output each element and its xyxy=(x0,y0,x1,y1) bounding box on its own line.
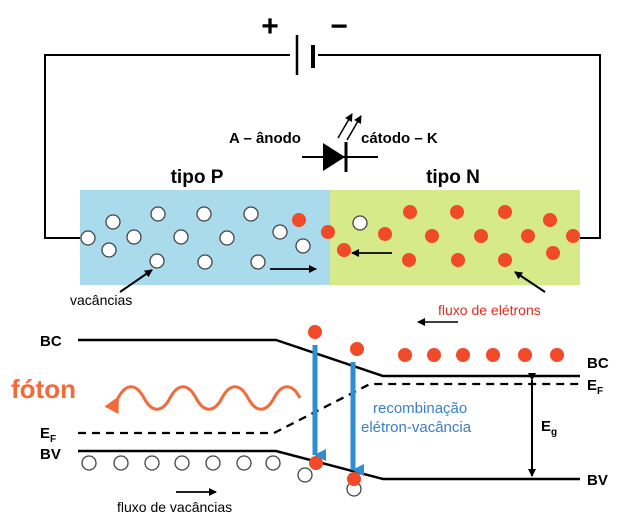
bv-left-label: BV xyxy=(40,446,61,463)
electron-flow-label: fluxo de elétrons xyxy=(438,302,541,318)
ef-left-label: EF xyxy=(40,425,56,445)
recombination-label-line1: recombinação xyxy=(373,400,467,417)
electron-pointer-arrow xyxy=(514,271,546,293)
vacancy-pointer-arrow xyxy=(119,269,153,293)
holes-p-region xyxy=(80,206,368,270)
battery-minus: − xyxy=(330,10,348,43)
valence-holes xyxy=(81,455,362,497)
light-arrow-1 xyxy=(337,113,353,139)
bc-right-label: BC xyxy=(587,355,609,372)
hole-flow-label: fluxo de vacâncias xyxy=(117,499,232,515)
vacancies-label: vacâncias xyxy=(70,292,132,308)
n-type-label: tipo N xyxy=(426,167,480,188)
n-region xyxy=(330,190,580,285)
bv-right-label: BV xyxy=(587,472,608,489)
recombination-label-line2: elétron-vacância xyxy=(361,419,472,436)
fermi-level xyxy=(78,382,580,435)
electrons-n-region xyxy=(292,205,580,267)
battery-plus: + xyxy=(261,10,279,43)
valence-band xyxy=(78,449,580,481)
eg-label: Eg xyxy=(541,418,557,438)
light-arrow-2 xyxy=(346,115,362,141)
bc-left-label: BC xyxy=(40,333,62,350)
conduction-band xyxy=(78,338,580,378)
p-region xyxy=(80,190,330,285)
photon-wave xyxy=(104,385,302,415)
ef-right-label: EF xyxy=(587,377,603,397)
diode-triangle xyxy=(323,143,345,171)
anode-label: A – ânodo xyxy=(229,130,301,147)
photon-label: fóton xyxy=(11,374,76,404)
p-type-label: tipo P xyxy=(171,167,224,188)
conduction-electrons xyxy=(308,325,564,362)
cathode-label: cátodo – K xyxy=(361,130,438,147)
circuit-wire xyxy=(44,54,601,239)
